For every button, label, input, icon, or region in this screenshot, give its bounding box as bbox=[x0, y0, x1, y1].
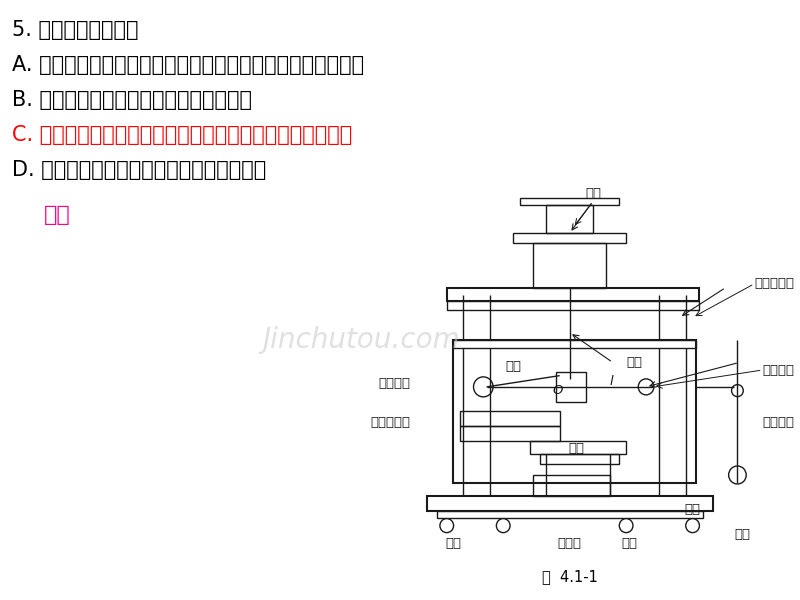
Bar bbox=[437, 511, 702, 518]
Bar bbox=[540, 454, 619, 464]
Bar bbox=[454, 340, 696, 347]
Circle shape bbox=[619, 518, 633, 533]
Text: 支杆: 支杆 bbox=[685, 503, 701, 516]
Bar bbox=[556, 372, 586, 402]
Text: 阻尼金属板: 阻尼金属板 bbox=[370, 416, 410, 429]
Bar bbox=[533, 475, 610, 496]
Text: 车厂: 车厂 bbox=[622, 537, 638, 550]
Circle shape bbox=[638, 379, 654, 395]
Text: 托架: 托架 bbox=[568, 442, 584, 455]
Text: C. 库仓定律中的平方反比关系由库仓通过库仓扭称实验获得: C. 库仓定律中的平方反比关系由库仓通过库仓扭称实验获得 bbox=[12, 125, 352, 145]
Circle shape bbox=[474, 377, 493, 397]
Bar bbox=[460, 426, 560, 441]
Bar bbox=[533, 242, 606, 287]
Text: 支架: 支架 bbox=[446, 537, 462, 550]
Text: 永磁体: 永磁体 bbox=[558, 537, 582, 550]
Circle shape bbox=[440, 518, 454, 533]
Text: 支脚: 支脚 bbox=[734, 527, 750, 541]
Circle shape bbox=[686, 518, 699, 533]
Text: 安培: 安培 bbox=[44, 205, 70, 225]
Text: A. 牛顿最早通过理想斜面实验得出力不是维持物体运动的原因: A. 牛顿最早通过理想斜面实验得出力不是维持物体运动的原因 bbox=[12, 55, 364, 75]
Text: 金属小球: 金属小球 bbox=[762, 364, 794, 377]
Text: Jinchutou.com: Jinchutou.com bbox=[262, 326, 460, 354]
Text: 平衡小球: 平衡小球 bbox=[378, 377, 410, 389]
Circle shape bbox=[496, 518, 510, 533]
Text: 悬丝: 悬丝 bbox=[626, 356, 642, 369]
Bar bbox=[454, 340, 696, 482]
Bar bbox=[546, 205, 593, 233]
Bar bbox=[520, 197, 619, 205]
Text: 旋鈕: 旋鈕 bbox=[585, 187, 601, 200]
Bar bbox=[513, 233, 626, 242]
Text: D. 奥斯特首先发现了磁场对电流的作用规律: D. 奥斯特首先发现了磁场对电流的作用规律 bbox=[12, 160, 266, 180]
Bar bbox=[446, 287, 699, 301]
Circle shape bbox=[729, 466, 746, 484]
Bar bbox=[460, 411, 560, 426]
Text: 通电小球: 通电小球 bbox=[762, 416, 794, 429]
Text: 绳杆: 绳杆 bbox=[505, 360, 521, 373]
Bar bbox=[427, 496, 713, 511]
Bar bbox=[530, 441, 626, 454]
Bar bbox=[446, 301, 699, 310]
Text: 有机玻璃罩: 有机玻璃罩 bbox=[754, 277, 794, 290]
Text: B. 万有引力定律中的引力常量由牛顿测定: B. 万有引力定律中的引力常量由牛顿测定 bbox=[12, 90, 252, 110]
Text: 5. 下列说法正确的是: 5. 下列说法正确的是 bbox=[12, 20, 138, 40]
Circle shape bbox=[731, 385, 743, 397]
Text: 图  4.1-1: 图 4.1-1 bbox=[542, 569, 598, 584]
Text: O: O bbox=[553, 384, 563, 397]
Text: l: l bbox=[610, 375, 613, 388]
